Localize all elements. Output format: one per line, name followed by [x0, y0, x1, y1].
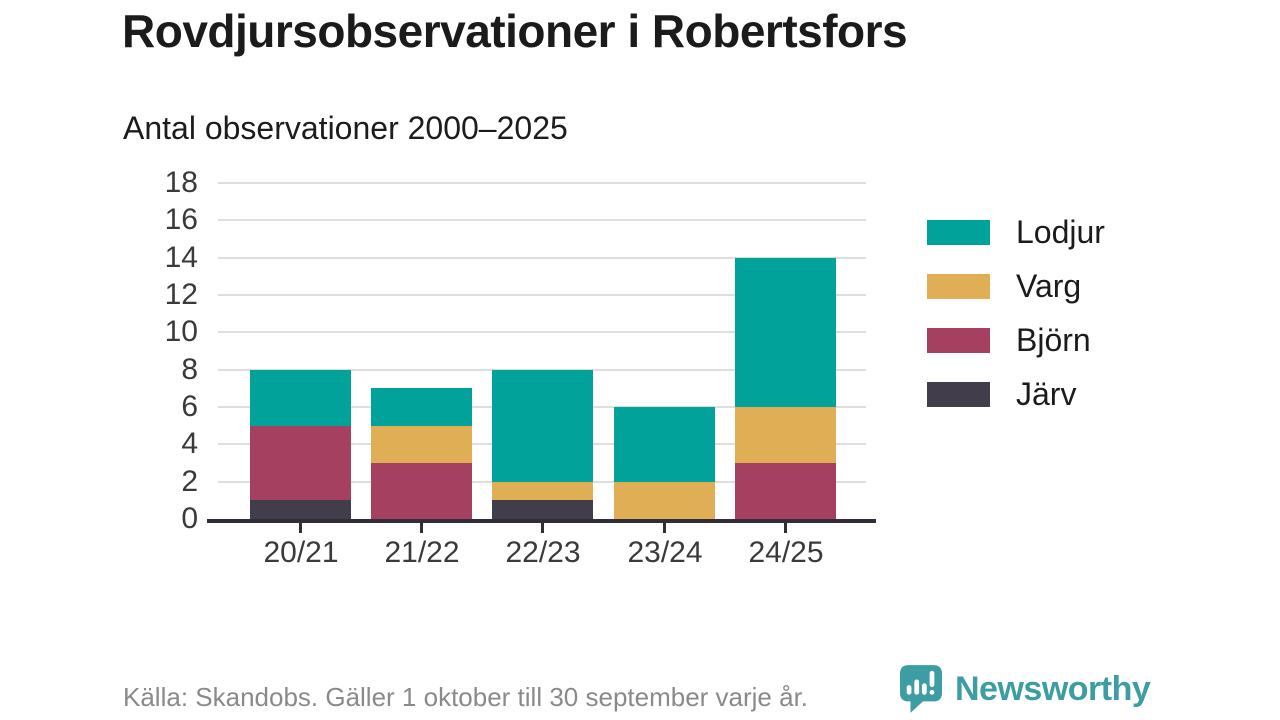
x-tick-label-23-24: 23/24	[627, 536, 703, 569]
bar-segment-lodjur-20-21	[250, 370, 351, 426]
bar-segment-lodjur-23-24	[614, 407, 715, 482]
legend: Lodjur Varg Björn Järv	[927, 216, 1105, 410]
x-tick-24-25	[784, 523, 787, 533]
y-tick-label-16: 16	[164, 203, 198, 236]
bar-24-25	[735, 183, 836, 519]
bar-segment-bjorn-20-21	[250, 426, 351, 500]
source-note: Källa: Skandobs. Gäller 1 oktober till 3…	[123, 682, 809, 712]
y-tick-label-8: 8	[181, 353, 198, 386]
legend-swatch-jarv	[927, 381, 990, 407]
legend-swatch-bjorn	[927, 327, 990, 353]
legend-item-jarv: Järv	[927, 378, 1105, 410]
gridline-y18	[218, 182, 866, 184]
legend-swatch-lodjur	[927, 219, 990, 245]
x-axis-line	[207, 519, 876, 523]
x-tick-label-20-21: 20/21	[263, 536, 339, 569]
y-tick-label-2: 2	[181, 465, 198, 498]
legend-item-varg: Varg	[927, 270, 1105, 302]
bar-22-23	[492, 183, 593, 519]
x-tick-23-24	[663, 523, 666, 533]
legend-label-lodjur: Lodjur	[1016, 214, 1105, 250]
y-tick-label-0: 0	[181, 502, 198, 535]
x-tick-21-22	[420, 523, 423, 533]
gridline-y12	[218, 294, 866, 296]
bar-segment-bjorn-21-22	[371, 463, 472, 519]
legend-label-varg: Varg	[1016, 268, 1082, 304]
x-tick-label-24-25: 24/25	[748, 536, 824, 569]
y-tick-label-12: 12	[164, 278, 198, 311]
bar-segment-varg-22-23	[492, 482, 593, 500]
bar-21-22	[371, 183, 472, 519]
gridline-y10	[218, 331, 866, 333]
legend-swatch-varg	[927, 273, 990, 299]
newsworthy-logo-icon	[900, 665, 942, 713]
gridline-y16	[218, 219, 866, 221]
y-tick-label-10: 10	[164, 315, 198, 348]
bar-segment-lodjur-21-22	[371, 388, 472, 426]
x-tick-20-21	[299, 523, 302, 533]
x-tick-label-21-22: 21/22	[384, 536, 460, 569]
x-tick-label-22-23: 22/23	[505, 536, 581, 569]
y-tick-label-18: 18	[164, 166, 198, 199]
newsworthy-logo-text: Newsworthy	[955, 669, 1151, 708]
bar-segment-lodjur-24-25	[735, 258, 836, 407]
bar-segment-jarv-20-21	[250, 500, 351, 519]
y-tick-label-4: 4	[181, 427, 198, 460]
legend-label-bjorn: Björn	[1016, 322, 1091, 358]
plot-area	[218, 182, 866, 519]
chart-subtitle: Antal observationer 2000–2025	[123, 110, 568, 146]
bar-23-24	[614, 183, 715, 519]
legend-item-bjorn: Björn	[927, 324, 1105, 356]
bar-segment-varg-21-22	[371, 426, 472, 463]
bar-segment-varg-23-24	[614, 482, 715, 519]
chart-title: Rovdjursobservationer i Robertsfors	[122, 5, 908, 57]
x-tick-22-23	[541, 523, 544, 533]
bar-segment-varg-24-25	[735, 407, 836, 463]
y-tick-label-6: 6	[181, 390, 198, 423]
newsworthy-logo: Newsworthy	[900, 665, 1151, 713]
gridline-y14	[218, 257, 866, 259]
bar-20-21	[250, 183, 351, 519]
bar-segment-lodjur-22-23	[492, 370, 593, 482]
y-tick-label-14: 14	[164, 241, 198, 274]
legend-item-lodjur: Lodjur	[927, 216, 1105, 248]
legend-label-jarv: Järv	[1016, 376, 1077, 412]
bar-segment-jarv-22-23	[492, 500, 593, 519]
bar-segment-bjorn-24-25	[735, 463, 836, 519]
